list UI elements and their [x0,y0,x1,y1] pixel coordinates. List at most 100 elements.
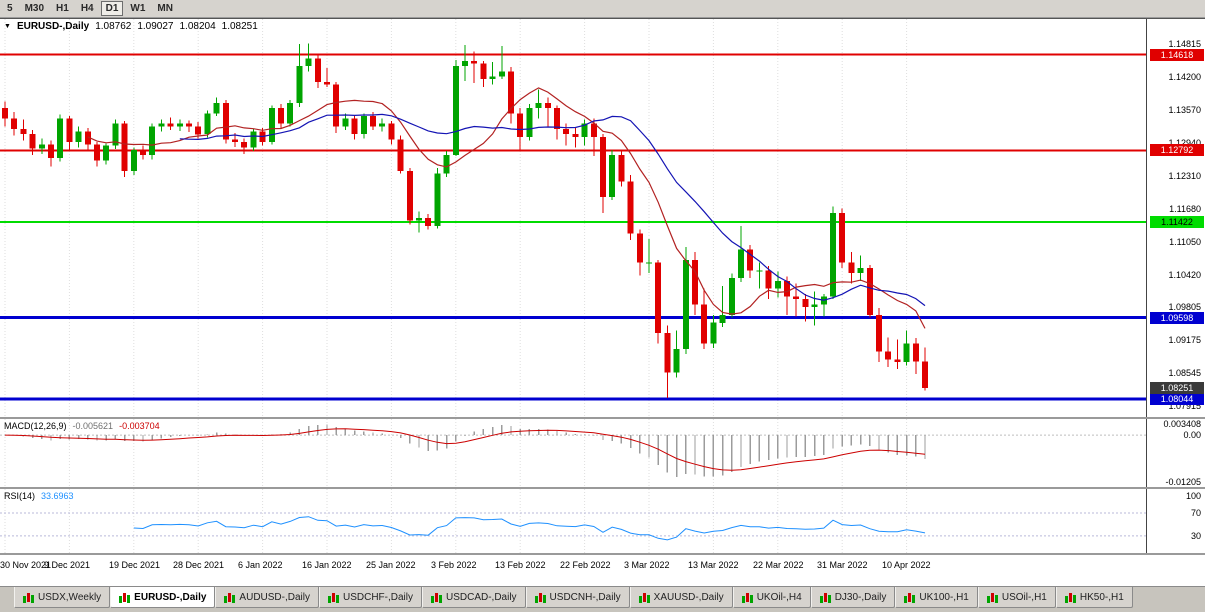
price-axis-tick: 1.12310 [1168,170,1201,181]
candle-body [103,145,110,161]
candle-body [774,280,781,289]
chart-icon [638,592,650,603]
chart-icon [327,592,339,603]
price-axis[interactable]: 1.14815 1.14200 1.13570 1.12940 1.12310 1.116… [1146,19,1205,417]
chart-tab-usdcnh[interactable]: USDCNH-,Daily [525,587,630,608]
price-level-label: 1.11422 [1150,216,1204,229]
candle-body [452,66,459,156]
chart-tab-label: USDCNH-,Daily [549,591,621,603]
ohlc-open: 1.08762 [95,21,132,32]
candle-body [480,63,487,80]
price-axis-tick: 1.11050 [1169,236,1201,247]
candle-body [213,102,220,114]
price-axis-tick: 1.07915 [1168,400,1201,411]
chart-tab-usdchf[interactable]: USDCHF-,Daily [318,587,422,608]
chart-tab-eurusd[interactable]: EURUSD-,Daily [110,587,216,608]
chart-icon [23,592,34,603]
macd-axis-tick: 0.003408 [1163,419,1201,429]
date-axis-label: 16 Jan 2022 [302,560,352,570]
timeframe-button-5[interactable]: 5 [2,1,18,16]
candle-body [554,108,560,129]
timeframe-button-h4[interactable]: H4 [76,1,99,16]
rsi-axis-tick: 70 [1190,508,1201,518]
collapse-chart-icon[interactable]: ▼ [4,22,11,30]
date-axis-label: 25 Jan 2022 [366,560,416,570]
macd-chart[interactable] [0,419,1146,487]
ohlc-high: 1.09027 [137,21,174,32]
chart-tab-usoil[interactable]: USOil-,H1 [977,587,1056,608]
price-level-label: 1.12792 [1150,144,1204,157]
candle-body [443,155,450,174]
chart-tab-dj30[interactable]: DJ30-,Daily [810,587,896,608]
candle-body [167,123,174,127]
candle-body [75,131,82,143]
candle-body [581,123,588,137]
candle-body [600,136,606,197]
macd-axis[interactable]: 0.003408 0.00 -0.01205 [1146,419,1205,487]
candle-body [11,118,18,129]
candle-body [388,123,395,140]
chart-icon [741,592,753,603]
rsi-axis[interactable]: 100 70 30 [1146,489,1205,553]
timeframe-button-d1[interactable]: D1 [100,1,124,16]
candle-body [848,262,855,273]
candle-body [811,304,818,307]
candle-body [508,71,514,114]
candle-body [885,351,892,360]
date-axis-label: 22 Mar 2022 [753,560,804,570]
price-level-label: 1.09598 [1150,311,1204,324]
candle-body [857,267,864,273]
date-axis-label: 10 Apr 2022 [882,560,931,570]
candle-body [241,142,248,148]
rsi-panel: 100 70 30 RSI(14) 33.6963 [0,489,1205,555]
candle-body [498,71,505,77]
candle-body [94,144,100,161]
date-axis-label: 30 Nov 2021 [0,560,52,570]
candle-body [112,123,119,146]
timeframe-button-h1[interactable]: H1 [51,1,74,16]
macd-axis-tick: -0.01205 [1165,477,1201,487]
chart-tab-ukoil[interactable]: UKOil-,H4 [732,587,811,608]
candle-body [195,126,202,135]
price-axis-tick: 1.08545 [1168,367,1201,378]
candle-body [222,102,229,140]
price-chart[interactable] [0,19,1146,417]
timeframe-button-m30[interactable]: M30 [20,1,49,16]
chart-tab-hk50[interactable]: HK50-,H1 [1055,587,1133,608]
price-axis-tick: 1.14815 [1168,39,1201,50]
candle-body [130,149,137,171]
date-axis[interactable]: 30 Nov 2021 9 Dec 2021 19 Dec 2021 28 Dec 2… [0,555,1205,586]
candle-body [517,113,524,137]
date-axis-label: 3 Mar 2022 [624,560,670,570]
chart-tab-xauusd[interactable]: XAUUSD-,Daily [629,587,733,608]
chart-tab-usdcad[interactable]: USDCAD-,Daily [421,587,526,608]
candle-body [471,60,478,64]
candle-body [425,218,432,226]
chart-tab-label: USOil-,H1 [1001,591,1047,603]
candle-body [738,249,744,279]
date-axis-label: 13 Mar 2022 [688,560,739,570]
candle-body [728,278,735,315]
candle-body [903,343,910,362]
chart-icon [904,592,916,603]
chart-tab-audusd[interactable]: AUDUSD-,Daily [215,587,319,608]
price-axis-tick: 1.11680 [1169,203,1201,214]
candle-body [572,134,579,137]
candle-body [57,118,64,158]
candle-body [673,348,680,373]
chart-tab-uk100[interactable]: UK100-,H1 [895,587,978,608]
candle-body [489,76,496,80]
candle-body [379,123,386,127]
chart-symbol-title: EURUSD-,Daily [16,21,90,32]
chart-tab-usdx[interactable]: USDX,Weekly [14,587,111,608]
candle-body [250,131,257,148]
rsi-chart[interactable] [0,489,1146,553]
candle-body [544,102,551,108]
price-level-label: 1.08044 [1150,393,1204,405]
timeframe-button-w1[interactable]: W1 [125,1,150,16]
candle-body [186,123,192,127]
candle-body [839,212,846,263]
timeframe-button-mn[interactable]: MN [152,1,178,16]
date-axis-label: 6 Jan 2022 [238,560,283,570]
chart-tab-label: AUDUSD-,Daily [239,591,310,603]
